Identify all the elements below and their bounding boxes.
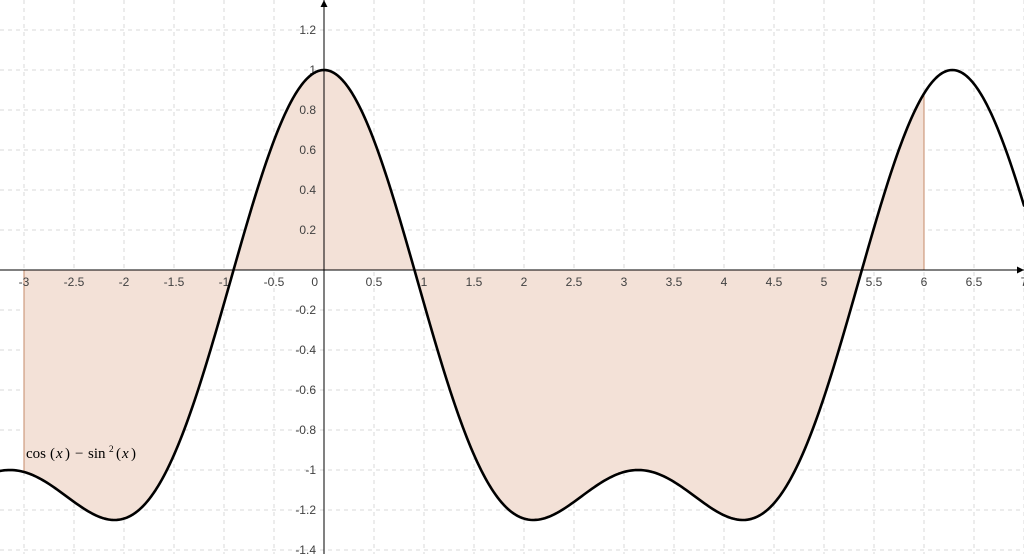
formula-label: cos(x)−sin2(x) bbox=[26, 445, 136, 462]
svg-text:-0.8: -0.8 bbox=[295, 423, 316, 437]
svg-text:0: 0 bbox=[311, 275, 318, 289]
svg-text:0.4: 0.4 bbox=[299, 183, 316, 197]
svg-text:1: 1 bbox=[421, 275, 428, 289]
svg-text:2: 2 bbox=[109, 445, 114, 455]
svg-text:-1: -1 bbox=[305, 463, 316, 477]
svg-text:2.5: 2.5 bbox=[566, 275, 583, 289]
svg-text:3: 3 bbox=[621, 275, 628, 289]
svg-text:3.5: 3.5 bbox=[666, 275, 683, 289]
svg-text:1.2: 1.2 bbox=[299, 23, 316, 37]
svg-text:0.2: 0.2 bbox=[299, 223, 316, 237]
svg-text:1.5: 1.5 bbox=[466, 275, 483, 289]
svg-text:-3: -3 bbox=[19, 275, 30, 289]
svg-text:-0.6: -0.6 bbox=[295, 383, 316, 397]
svg-text:0.5: 0.5 bbox=[366, 275, 383, 289]
svg-text:6.5: 6.5 bbox=[966, 275, 983, 289]
svg-text:x: x bbox=[55, 446, 63, 462]
svg-text:-2.5: -2.5 bbox=[64, 275, 85, 289]
svg-text:0.8: 0.8 bbox=[299, 103, 316, 117]
svg-text:−: − bbox=[75, 446, 83, 462]
svg-text:-2: -2 bbox=[119, 275, 130, 289]
svg-text:-0.4: -0.4 bbox=[295, 343, 316, 357]
svg-text:): ) bbox=[65, 446, 70, 462]
svg-text:-1.2: -1.2 bbox=[295, 503, 316, 517]
svg-text:(: ( bbox=[116, 446, 121, 462]
svg-text:4: 4 bbox=[721, 275, 728, 289]
svg-text:): ) bbox=[131, 446, 136, 462]
svg-text:4.5: 4.5 bbox=[766, 275, 783, 289]
svg-text:(: ( bbox=[50, 446, 55, 462]
svg-text:5: 5 bbox=[821, 275, 828, 289]
svg-text:-1.4: -1.4 bbox=[295, 543, 316, 554]
svg-text:x: x bbox=[121, 446, 129, 462]
svg-text:7: 7 bbox=[1021, 275, 1024, 289]
svg-text:5.5: 5.5 bbox=[866, 275, 883, 289]
function-plot: -3 -2.5 -2 -1.5 -1 -0.5 0 0.5 1 1.5 2 2.5 3 3.5 4 4.5 5 5… bbox=[0, 0, 1024, 554]
svg-text:0.6: 0.6 bbox=[299, 143, 316, 157]
svg-text:sin: sin bbox=[88, 446, 106, 462]
svg-text:2: 2 bbox=[521, 275, 528, 289]
svg-text:6: 6 bbox=[921, 275, 928, 289]
svg-text:-0.5: -0.5 bbox=[264, 275, 285, 289]
svg-text:-1.5: -1.5 bbox=[164, 275, 185, 289]
svg-text:cos: cos bbox=[26, 446, 46, 462]
svg-text:-0.2: -0.2 bbox=[295, 303, 316, 317]
